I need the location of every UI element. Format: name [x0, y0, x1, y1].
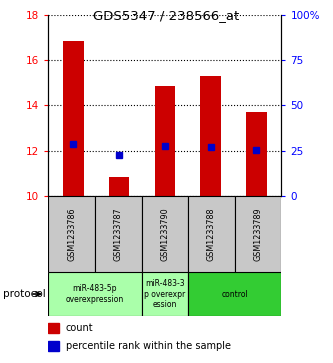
Text: GSM1233789: GSM1233789	[253, 207, 263, 261]
Bar	[142, 196, 188, 272]
Bar	[188, 272, 281, 316]
Bar	[246, 112, 266, 196]
Bar	[48, 341, 59, 351]
Bar	[48, 323, 59, 333]
Text: miR-483-3
p overexpr
ession: miR-483-3 p overexpr ession	[144, 279, 185, 309]
Text: miR-483-5p
overexpression: miR-483-5p overexpression	[66, 284, 124, 304]
Bar	[155, 86, 175, 196]
Bar	[188, 196, 235, 272]
Bar	[200, 76, 221, 196]
Bar	[48, 272, 142, 316]
Bar	[235, 196, 281, 272]
Text: percentile rank within the sample: percentile rank within the sample	[66, 341, 231, 351]
Bar	[142, 272, 188, 316]
Text: GSM1233787: GSM1233787	[114, 207, 123, 261]
Bar	[48, 196, 95, 272]
Text: protocol: protocol	[3, 289, 46, 299]
Text: GSM1233790: GSM1233790	[160, 207, 169, 261]
Bar	[63, 41, 84, 196]
Text: GDS5347 / 238566_at: GDS5347 / 238566_at	[93, 9, 240, 22]
Bar	[109, 177, 130, 196]
Bar	[95, 196, 142, 272]
Text: count: count	[66, 323, 93, 333]
Text: GSM1233788: GSM1233788	[207, 207, 216, 261]
Text: control: control	[221, 290, 248, 298]
Text: GSM1233786: GSM1233786	[67, 207, 76, 261]
